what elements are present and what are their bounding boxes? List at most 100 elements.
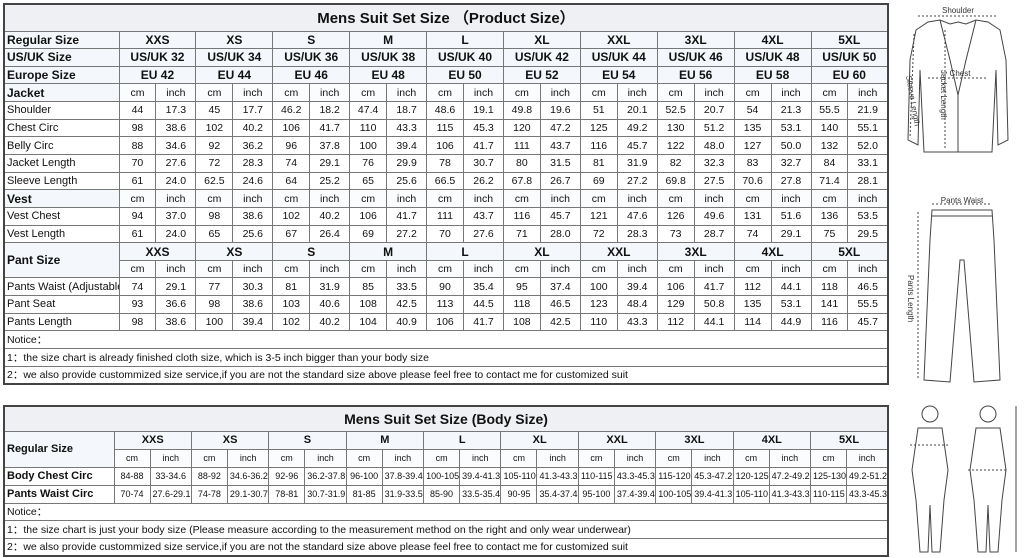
unit-cell: cm <box>810 189 849 208</box>
value-cell: 50.8 <box>693 295 735 314</box>
unit-cell: inch <box>462 83 504 103</box>
value-cell: 53.5 <box>847 206 889 226</box>
value-cell: 51 <box>579 101 618 120</box>
value-cell: 125 <box>579 118 618 138</box>
value-cell: 45.3 <box>462 118 504 138</box>
value-cell: 100-105 <box>655 484 693 504</box>
illustrations: Shoulder Chest Jacket Length Sleeve Leng… <box>904 6 1017 553</box>
value-cell: 24.6 <box>232 171 274 191</box>
unit-cell: cm <box>272 189 311 208</box>
unit-cell: inch <box>462 259 504 279</box>
value-cell: 37.0 <box>155 206 197 226</box>
value-cell: 62.5 <box>195 171 234 191</box>
value-cell: 45.7 <box>616 136 658 155</box>
value-cell: 51.6 <box>770 206 812 226</box>
unit-cell: cm <box>656 189 695 208</box>
unit-cell: cm <box>118 189 157 208</box>
value-cell: 41.3-43.3 <box>768 484 812 504</box>
value-cell: 40.2 <box>309 206 351 226</box>
unit-cell: inch <box>770 83 812 103</box>
size-cell: XXL <box>579 30 658 50</box>
value-cell: 35.4 <box>462 277 504 297</box>
value-cell: 108 <box>502 312 541 332</box>
row-label: Jacket Length <box>3 153 120 173</box>
value-cell: 81 <box>272 277 311 297</box>
table-row: 2：we also provide custommized size servi… <box>3 537 889 556</box>
value-cell: 135 <box>733 118 772 138</box>
unit-cell: cm <box>345 448 383 468</box>
value-cell: 48.0 <box>693 136 735 155</box>
value-cell: 67 <box>272 224 311 244</box>
value-cell: 122 <box>656 136 695 155</box>
unit-cell: cm <box>579 259 618 279</box>
value-cell: 88 <box>118 136 157 155</box>
value-cell: 35.4-37.4 <box>536 484 579 504</box>
size-cell: XL <box>500 430 579 450</box>
unit-cell: inch <box>693 83 735 103</box>
unit-cell: cm <box>577 448 615 468</box>
value-cell: 102 <box>272 206 311 226</box>
size-cell: US/UK 34 <box>195 48 274 67</box>
value-cell: 112 <box>656 312 695 332</box>
value-cell: 25.6 <box>232 224 274 244</box>
value-cell: 43.3-45.3 <box>846 484 889 504</box>
size-cell: 4XL <box>733 30 812 50</box>
value-cell: 33.1 <box>847 153 889 173</box>
value-cell: 34.6 <box>155 136 197 155</box>
value-cell: 71.4 <box>810 171 849 191</box>
value-cell: 17.3 <box>155 101 197 120</box>
value-cell: 27.2 <box>386 224 428 244</box>
value-cell: 36.2 <box>232 136 274 155</box>
row-label: Vest Length <box>3 224 120 244</box>
size-cell: EU 48 <box>349 65 428 85</box>
pants-label: Pants Waist <box>941 196 984 205</box>
size-cell: US/UK 38 <box>349 48 428 67</box>
size-cell: M <box>349 242 428 261</box>
table-row: US/UK Size US/UK 32 US/UK 34 US/UK 36 US/UK … <box>3 48 889 67</box>
value-cell: 102 <box>272 312 311 332</box>
unit-cell: cm <box>426 259 464 279</box>
value-cell: 78 <box>426 153 464 173</box>
table-row: Jacket Length 70 27.6 72 28.3 74 29.1 76 29.9 78 3… <box>3 153 889 173</box>
size-cell: US/UK 44 <box>579 48 658 67</box>
value-cell: 73 <box>656 224 695 244</box>
value-cell: 31.9-33.5 <box>381 484 425 504</box>
value-cell: 31.9 <box>616 153 658 173</box>
value-cell: 31.5 <box>539 153 581 173</box>
table-row: Mens Suit Set Size (Body Size) <box>3 405 889 432</box>
pants-label: Pants Length <box>906 275 915 322</box>
value-cell: 44.5 <box>462 295 504 314</box>
unit-cell: inch <box>226 448 270 468</box>
table-row: Europe Size EU 42 EU 44 EU 46 EU 48 EU 50 EU 5… <box>3 65 889 85</box>
size-cell: EU 54 <box>579 65 658 85</box>
value-cell: 115-120 <box>655 466 693 486</box>
table-row: Pant Size XXS XS S M L XL XXL 3XL 4XL 5XL <box>3 242 889 279</box>
value-cell: 70 <box>118 153 157 173</box>
value-cell: 34.6-36.2 <box>226 466 270 486</box>
size-cell: EU 42 <box>118 65 197 85</box>
value-cell: 71 <box>502 224 541 244</box>
table-title: Mens Suit Set Size (Body Size) <box>3 405 889 432</box>
value-cell: 131 <box>733 206 772 226</box>
size-cell: L <box>423 430 502 450</box>
value-cell: 29.1 <box>770 224 812 244</box>
unit-cell: inch <box>847 83 889 103</box>
size-cell: US/UK 36 <box>272 48 351 67</box>
value-cell: 45.3-47.2 <box>691 466 734 486</box>
size-cell: 3XL <box>656 242 735 261</box>
value-cell: 44.1 <box>770 277 812 297</box>
value-cell: 105-110 <box>500 466 538 486</box>
value-cell: 111 <box>426 206 464 226</box>
value-cell: 141 <box>810 295 849 314</box>
value-cell: 92 <box>195 136 234 155</box>
value-cell: 93 <box>118 295 157 314</box>
size-cell: 5XL <box>810 430 889 450</box>
table-row: cm inch cm inch cm inch cm inch cm inch cm inch cm in… <box>4 448 889 468</box>
value-cell: 104 <box>349 312 388 332</box>
value-cell: 77 <box>195 277 234 297</box>
unit-cell: inch <box>155 259 197 279</box>
value-cell: 74-78 <box>190 484 228 504</box>
value-cell: 44.9 <box>770 312 812 332</box>
value-cell: 49.2 <box>616 118 658 138</box>
value-cell: 100 <box>195 312 234 332</box>
